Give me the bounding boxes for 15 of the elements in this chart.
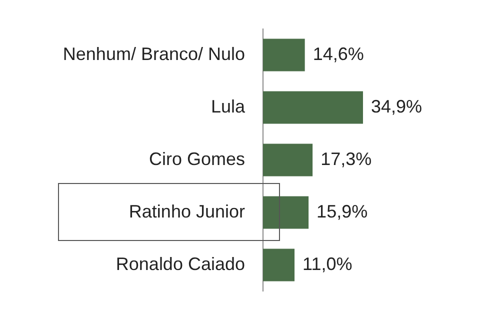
bar	[263, 38, 305, 72]
y-tick-label: Ronaldo Caiado	[116, 254, 245, 274]
bar	[263, 248, 295, 282]
data-label: 17,3%	[320, 148, 372, 169]
data-label: 34,9%	[371, 96, 422, 116]
bar	[263, 144, 313, 176]
y-tick-label: Lula	[210, 96, 246, 116]
bar	[263, 196, 309, 229]
data-label: 15,9%	[316, 201, 368, 222]
y-tick-label: Ratinho Junior	[128, 201, 245, 222]
bar	[263, 91, 363, 124]
y-tick-label: Ciro Gomes	[148, 148, 245, 169]
data-label: 11,0%	[302, 254, 352, 274]
data-label: 14,6%	[312, 44, 364, 64]
y-tick-label: Nenhum/ Branco/ Nulo	[62, 44, 245, 64]
